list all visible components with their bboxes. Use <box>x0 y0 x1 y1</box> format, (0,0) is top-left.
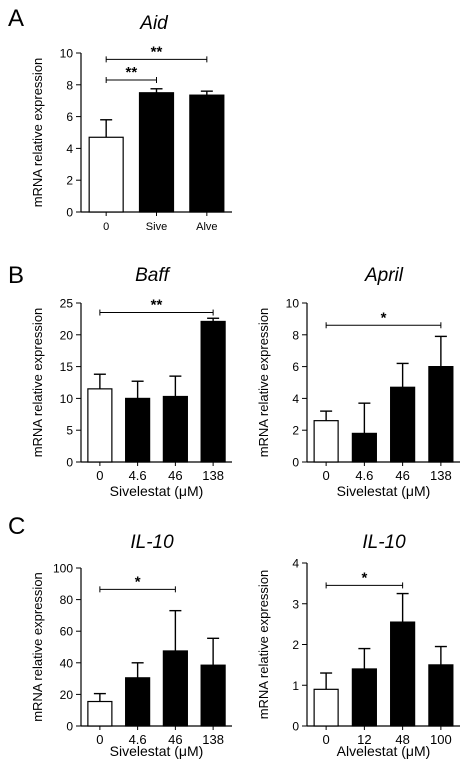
y-axis-label: mRNA relative expression <box>256 570 271 720</box>
y-tick-label: 2 <box>292 424 299 438</box>
bar <box>162 395 188 463</box>
x-tick-label: 4.6 <box>355 468 373 483</box>
y-tick-label: 2 <box>292 638 299 652</box>
x-tick-label: 100 <box>430 732 452 747</box>
y-tick-label: 4 <box>66 142 73 156</box>
chart-1: Aid mRNA relative expression 0 2 4 6 8 10 0 Sive A… <box>30 13 232 233</box>
panel-letter-c: C <box>8 513 25 540</box>
y-tick-label: 6 <box>292 360 299 374</box>
bar <box>138 92 175 213</box>
bar <box>428 664 454 727</box>
bar <box>313 688 339 727</box>
y-tick-label: 60 <box>60 625 74 639</box>
bar <box>351 432 377 463</box>
y-axis-label: mRNA relative expression <box>256 308 271 458</box>
bar <box>87 388 113 463</box>
x-tick-label: 46 <box>395 468 409 483</box>
y-tick-label: 15 <box>60 360 74 374</box>
y-tick-label: 20 <box>60 688 74 702</box>
significance-label: * <box>361 569 367 586</box>
y-tick-label: 20 <box>60 328 74 342</box>
y-tick-label: 0 <box>66 206 73 220</box>
y-tick-label: 4 <box>292 557 299 571</box>
significance-label: ** <box>151 297 163 314</box>
x-tick-label: 4.6 <box>129 732 147 747</box>
y-tick-label: 4 <box>292 392 299 406</box>
bar <box>88 136 124 213</box>
y-axis-label: mRNA relative expression <box>30 58 45 208</box>
bar <box>87 700 113 727</box>
x-axis-label: Sivelestat (μM) <box>337 483 431 499</box>
bar <box>390 386 416 463</box>
chart-title: Aid <box>139 13 169 34</box>
y-tick-label: 5 <box>66 424 73 438</box>
y-tick-label: 8 <box>292 328 299 342</box>
y-tick-label: 2 <box>66 174 73 188</box>
y-tick-label: 0 <box>292 720 299 734</box>
x-tick-label: 46 <box>168 732 182 747</box>
y-tick-label: 8 <box>66 78 73 92</box>
y-tick-label: 0 <box>66 456 73 470</box>
panel-letter-a: A <box>8 5 24 32</box>
bar <box>428 366 454 463</box>
chart-title: April <box>364 265 404 286</box>
significance-label: * <box>381 309 387 326</box>
x-tick-label: 46 <box>168 468 182 483</box>
x-tick-label: 0 <box>96 468 103 483</box>
y-tick-label: 25 <box>60 297 74 311</box>
y-axis-label: mRNA relative expression <box>30 308 45 458</box>
panel-letter-b: B <box>8 262 24 289</box>
x-tick-label: 138 <box>202 732 224 747</box>
x-tick-label: Sive <box>146 221 167 233</box>
y-tick-label: 10 <box>60 392 74 406</box>
x-tick-label: 0 <box>323 468 330 483</box>
x-tick-label: 12 <box>357 732 371 747</box>
y-tick-label: 6 <box>66 110 73 124</box>
bar <box>200 320 226 463</box>
y-axis-label: mRNA relative expression <box>30 572 45 722</box>
bar <box>125 397 151 463</box>
x-axis-label: Alvelestat (μM) <box>337 743 431 759</box>
x-axis-label: Sivelestat (μM) <box>110 743 204 759</box>
y-tick-label: 80 <box>60 593 74 607</box>
significance-label: * <box>135 573 141 590</box>
chart-title: IL-10 <box>130 532 174 553</box>
x-tick-label: 0 <box>323 732 330 747</box>
x-axis-label: Sivelestat (μM) <box>110 483 204 499</box>
y-tick-label: 100 <box>53 562 73 576</box>
x-tick-label: 0 <box>103 221 109 233</box>
x-tick-label: 138 <box>202 468 224 483</box>
significance-label: ** <box>125 64 137 81</box>
chart-2: Baff mRNA relative expression 0 5 10 15 20 25 0 4… <box>30 265 232 499</box>
bar <box>351 668 377 727</box>
x-tick-label: 138 <box>430 468 452 483</box>
y-tick-label: 10 <box>286 297 300 311</box>
y-tick-label: 0 <box>292 456 299 470</box>
bar <box>313 420 339 463</box>
chart-4: IL-10 mRNA relative expression 0 20 40 60 80 10… <box>30 532 232 759</box>
y-tick-label: 3 <box>292 597 299 611</box>
bar <box>125 677 151 727</box>
bar <box>162 650 188 727</box>
y-tick-label: 40 <box>60 656 74 670</box>
y-tick-label: 1 <box>292 679 299 693</box>
bar <box>189 94 225 213</box>
x-tick-label: Alve <box>196 221 217 233</box>
chart-title: IL-10 <box>362 532 406 553</box>
bar <box>200 664 226 727</box>
significance-label: ** <box>151 43 163 60</box>
x-tick-label: 48 <box>395 732 409 747</box>
x-tick-label: 4.6 <box>129 468 147 483</box>
bar <box>390 621 416 727</box>
y-tick-label: 0 <box>66 720 73 734</box>
chart-title: Baff <box>135 265 171 286</box>
y-tick-label: 10 <box>60 47 74 61</box>
x-tick-label: 0 <box>96 732 103 747</box>
